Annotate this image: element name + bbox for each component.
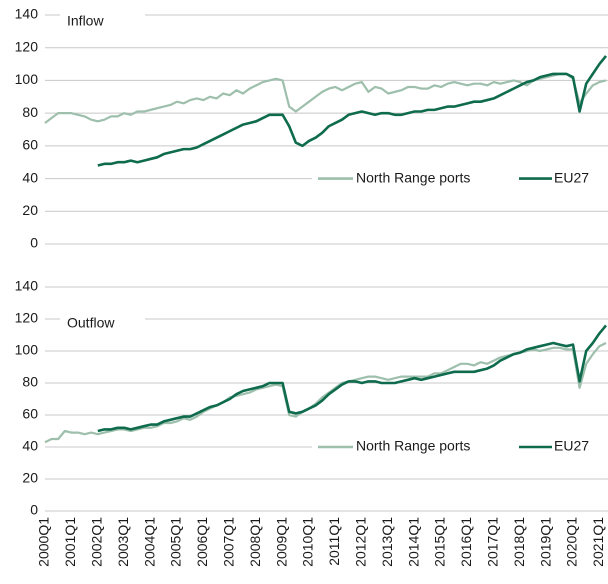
legend-label: EU27	[554, 438, 589, 454]
y-tick-label: 0	[30, 235, 38, 251]
x-tick-label: 2011Q1	[326, 517, 342, 566]
x-tick-label: 2020Q1	[564, 517, 580, 567]
y-tick-label: 100	[15, 342, 39, 358]
x-tick-label: 2013Q1	[379, 517, 395, 567]
x-tick-label: 2002Q1	[89, 517, 105, 567]
legend-label: North Range ports	[356, 169, 470, 185]
x-tick-label: 2005Q1	[168, 517, 184, 567]
panel-title: Outflow	[67, 315, 115, 331]
x-tick-label: 2006Q1	[194, 517, 210, 567]
x-tick-label: 2001Q1	[62, 517, 78, 567]
series-line	[44, 72, 607, 124]
y-tick-label: 140	[15, 6, 39, 22]
y-tick-label: 40	[22, 169, 38, 185]
legend-backing	[312, 167, 608, 190]
y-tick-label: 20	[22, 470, 38, 486]
x-tick-label: 2007Q1	[221, 517, 237, 567]
legend-label: North Range ports	[356, 438, 470, 454]
y-tick-label: 20	[22, 202, 38, 218]
legend-label: EU27	[554, 169, 589, 185]
title-backing	[60, 314, 145, 334]
x-tick-label: 2004Q1	[141, 517, 157, 567]
x-tick-label: 2018Q1	[511, 517, 527, 567]
legend-backing	[312, 436, 608, 458]
x-tick-label: 2015Q1	[432, 517, 448, 567]
x-tick-label: 2008Q1	[247, 517, 263, 567]
y-tick-label: 0	[30, 502, 38, 518]
y-tick-label: 60	[22, 406, 38, 422]
y-tick-label: 120	[15, 310, 39, 326]
y-tick-label: 100	[15, 71, 39, 87]
y-tick-label: 120	[15, 38, 39, 54]
x-tick-label: 2010Q1	[300, 517, 316, 567]
x-tick-label: 2019Q1	[537, 517, 553, 567]
y-tick-label: 80	[22, 374, 38, 390]
y-tick-label: 60	[22, 137, 38, 153]
x-tick-label: 2012Q1	[353, 517, 369, 567]
series-line	[44, 342, 607, 444]
series-line	[97, 324, 608, 433]
x-tick-label: 2021Q1	[590, 517, 606, 567]
x-tick-label: 2016Q1	[458, 517, 474, 567]
x-tick-label: 2000Q1	[36, 517, 52, 567]
y-tick-label: 140	[15, 278, 39, 294]
y-tick-label: 40	[22, 438, 38, 454]
panel-title: Inflow	[67, 13, 104, 29]
x-tick-label: 2009Q1	[273, 517, 289, 567]
x-tick-label: 2014Q1	[405, 517, 421, 567]
x-tick-label: 2017Q1	[485, 517, 501, 567]
title-backing	[60, 12, 145, 32]
y-tick-label: 80	[22, 104, 38, 120]
series-line	[97, 55, 608, 167]
x-tick-label: 2003Q1	[115, 517, 131, 567]
